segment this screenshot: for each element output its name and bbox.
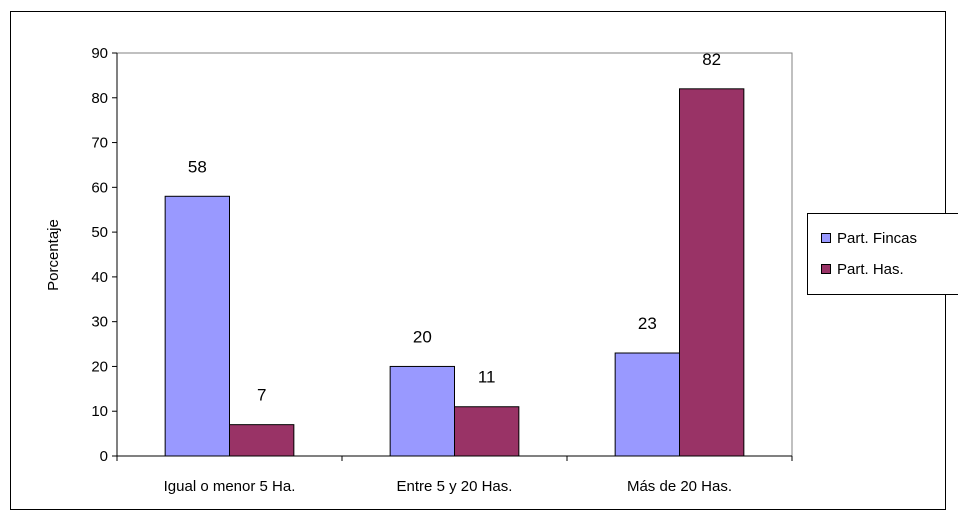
data-label: 23 <box>638 314 657 333</box>
legend-swatch-fincas <box>821 233 831 243</box>
y-tick-label: 60 <box>91 179 108 196</box>
y-tick-label: 40 <box>91 269 108 286</box>
y-axis-label: Porcentaje <box>45 219 62 291</box>
bar <box>229 424 295 457</box>
y-tick-label: 70 <box>91 135 108 152</box>
data-label: 58 <box>188 157 207 176</box>
bar <box>454 406 520 457</box>
bars <box>164 88 745 457</box>
y-tick-label: 90 <box>91 45 108 62</box>
bar <box>164 195 230 457</box>
data-label: 20 <box>413 327 432 346</box>
x-tick-label: Igual o menor 5 Ha. <box>164 478 296 495</box>
y-tick-label: 10 <box>91 403 108 420</box>
y-tick-label: 20 <box>91 358 108 375</box>
y-tick-label: 50 <box>91 224 108 241</box>
y-tick-label: 80 <box>91 90 108 107</box>
legend-label-fincas: Part. Fincas <box>837 229 918 247</box>
data-label: 11 <box>478 368 496 387</box>
bar <box>679 88 745 457</box>
legend-item-fincas: Part. Fincas <box>821 229 917 247</box>
y-tick-label: 30 <box>91 314 108 331</box>
legend-swatch-has <box>821 264 831 274</box>
bar <box>614 352 681 457</box>
data-labels: 58 20 23 7 11 82 <box>188 50 721 405</box>
legend-item-has: Part. Has. <box>821 260 904 278</box>
x-tick-label: Entre 5 y 20 Has. <box>397 478 513 495</box>
x-tick-label: Más de 20 Has. <box>627 478 732 495</box>
legend: Part. Fincas Part. Has. <box>807 213 958 295</box>
data-label: 7 <box>257 386 266 405</box>
axes: 0 10 20 30 40 50 60 70 80 90 Igual o menor 5 Ha. En… <box>91 45 793 495</box>
legend-label-has: Part. Has. <box>837 260 904 278</box>
data-label: 82 <box>702 50 721 69</box>
bar <box>389 365 455 457</box>
y-tick-label: 0 <box>100 448 108 465</box>
